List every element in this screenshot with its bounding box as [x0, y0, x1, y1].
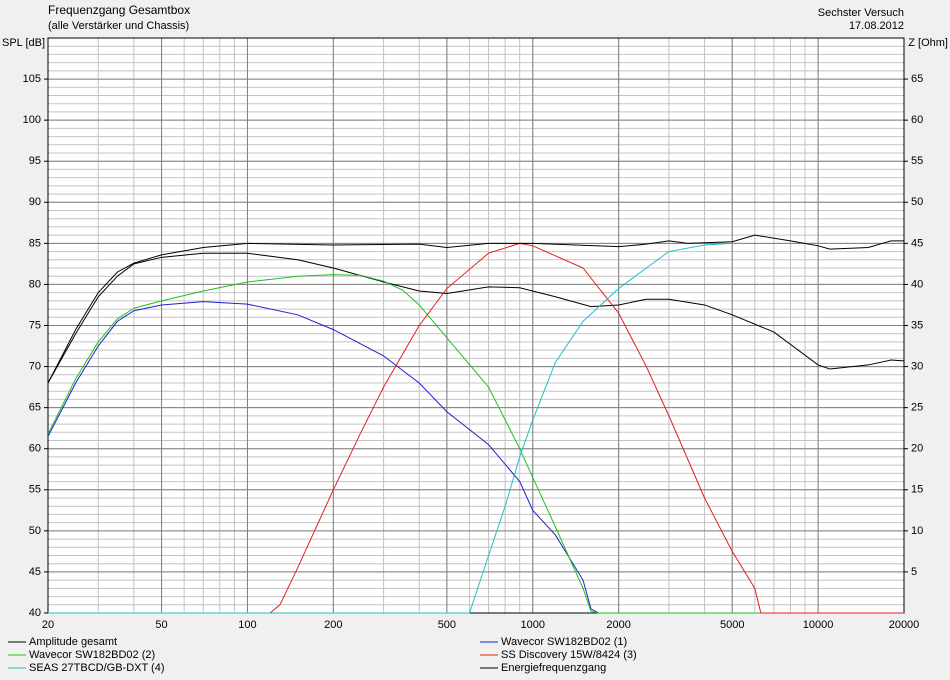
y-tick-label: 90	[29, 196, 41, 208]
x-tick-label: 2000	[606, 619, 630, 631]
legend-label: Wavecor SW182BD02 (2)	[29, 649, 155, 661]
chart-subtitle: (alle Verstärker und Chassis)	[48, 20, 189, 32]
y-tick-label: 40	[29, 607, 41, 619]
y2-tick-label: 10	[911, 525, 923, 537]
x-tick-label: 500	[438, 619, 456, 631]
series-line	[47, 274, 904, 614]
y-tick-label: 65	[29, 402, 41, 414]
y-tick-label: 45	[29, 566, 41, 578]
x-tick-label: 20	[42, 619, 54, 631]
y2-tick-label: 15	[911, 484, 923, 496]
legend-label: Amplitude gesamt	[29, 636, 117, 648]
y-tick-label: 75	[29, 319, 41, 331]
legend-label: Wavecor SW182BD02 (1)	[501, 636, 627, 648]
x-tick-label: 10000	[803, 619, 834, 631]
legend-label: SS Discovery 15W/8424 (3)	[501, 649, 637, 661]
chart-title: Frequenzgang Gesamtbox	[48, 3, 190, 17]
annotation: Sechster Versuch	[818, 7, 904, 19]
series-line	[47, 234, 904, 384]
x-tick-label: 20000	[889, 619, 920, 631]
y2-tick-label: 30	[911, 360, 923, 372]
series-line	[47, 301, 904, 614]
y2-tick-label: 60	[911, 114, 923, 126]
y2-tick-label: 35	[911, 319, 923, 331]
x-tick-label: 100	[238, 619, 256, 631]
y-tick-label: 70	[29, 360, 41, 372]
y2-tick-label: 5	[911, 566, 917, 578]
x-tick-label: 5000	[720, 619, 744, 631]
x-tick-label: 1000	[521, 619, 545, 631]
legend-label: Energiefrequenzgang	[501, 662, 606, 674]
y2-tick-label: 55	[911, 155, 923, 167]
y-tick-label: 55	[29, 484, 41, 496]
y2-tick-label: 45	[911, 237, 923, 249]
y2-tick-label: 50	[911, 196, 923, 208]
y2-tick-label: 65	[911, 73, 923, 85]
y2-tick-label: 40	[911, 278, 923, 290]
y-axis-label: SPL [dB]	[2, 37, 45, 49]
plot-frame	[47, 37, 905, 614]
y-tick-label: 100	[23, 114, 41, 126]
y-tick-label: 85	[29, 237, 41, 249]
y2-tick-label: 25	[911, 402, 923, 414]
y-tick-label: 95	[29, 155, 41, 167]
y-tick-label: 50	[29, 525, 41, 537]
x-tick-label: 200	[324, 619, 342, 631]
y-tick-label: 60	[29, 443, 41, 455]
y2-tick-label: 20	[911, 443, 923, 455]
x-tick-label: 50	[155, 619, 167, 631]
y-tick-label: 80	[29, 278, 41, 290]
y2-axis-label: Z [Ohm]	[908, 37, 948, 49]
annotation: 17.08.2012	[849, 20, 904, 32]
series-line	[47, 252, 905, 384]
series-line	[48, 242, 733, 614]
grid	[47, 37, 905, 614]
legend-label: SEAS 27TBCD/GB-DXT (4)	[29, 662, 165, 674]
y-tick-label: 105	[23, 73, 41, 85]
